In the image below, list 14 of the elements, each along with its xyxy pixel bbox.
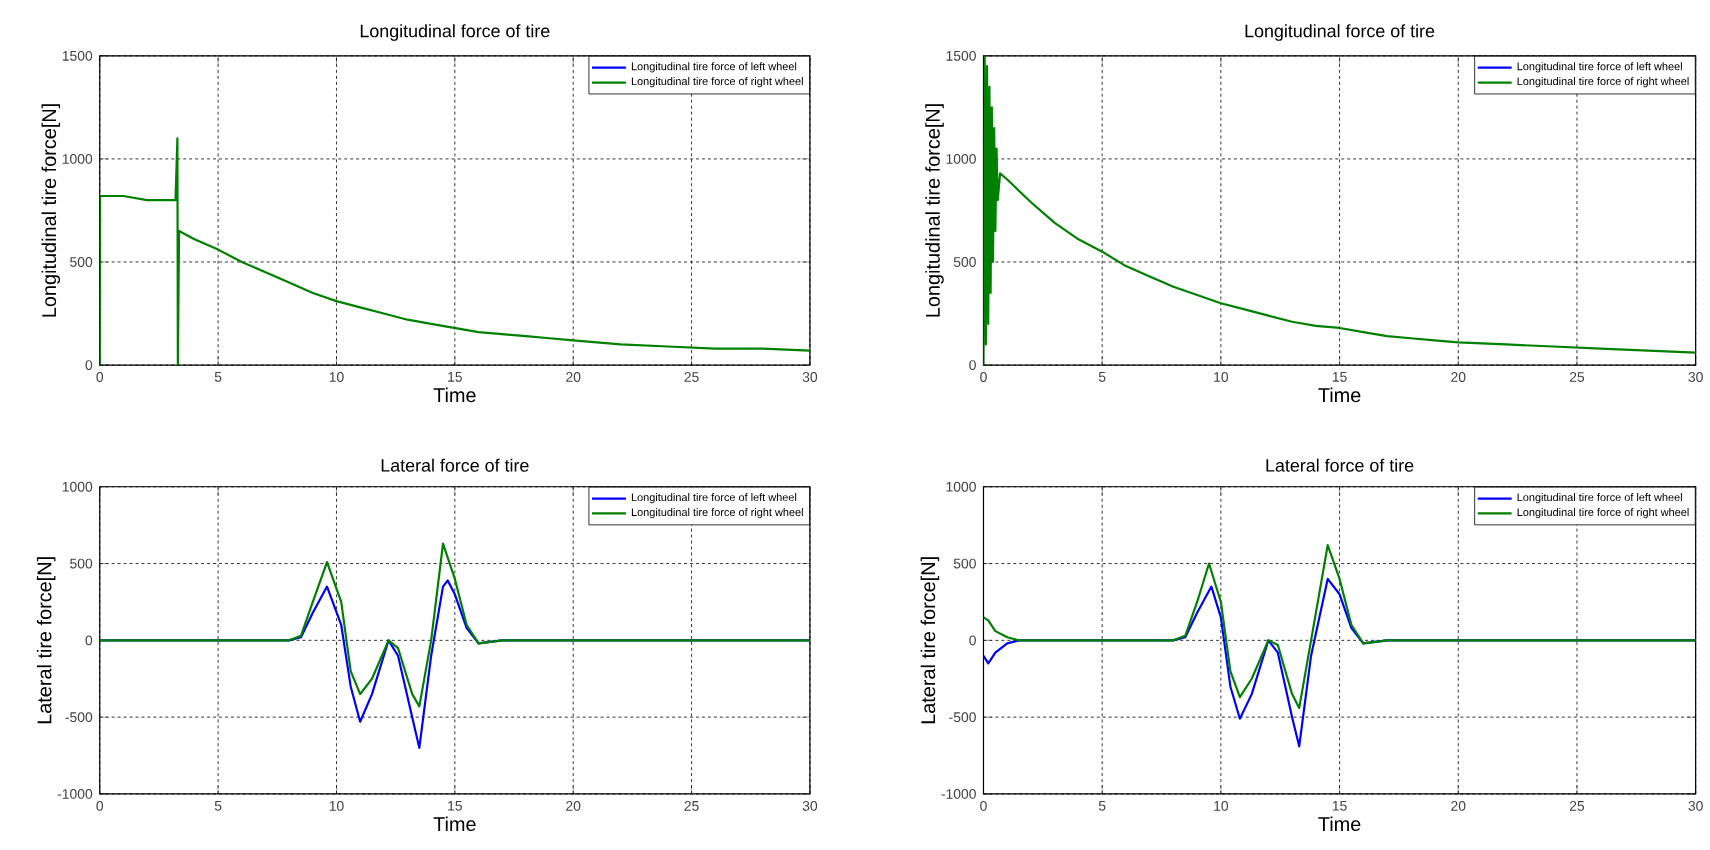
x-axis-title: Time <box>433 816 476 832</box>
y-axis-title: Longitudinal tire force[N] <box>925 104 944 317</box>
chart-title: Longitudinal force of tire <box>1245 24 1435 41</box>
line-series <box>983 55 1696 366</box>
y-axis-title: Lateral tire force[N] <box>36 557 56 724</box>
x-axis-title: Time <box>433 387 476 403</box>
line-series <box>983 544 1696 710</box>
y-axis-title: Longitudinal tire force[N] <box>41 104 61 317</box>
chart-title: Lateral force of tire <box>381 458 529 472</box>
y-axis-title: Lateral tire force[N] <box>920 557 940 724</box>
x-axis-title: Time <box>1318 816 1361 832</box>
x-axis-title: Time <box>1318 387 1361 403</box>
chart-title: Longitudinal force of tire <box>360 24 550 41</box>
chart-title: Lateral force of tire <box>1266 458 1414 472</box>
